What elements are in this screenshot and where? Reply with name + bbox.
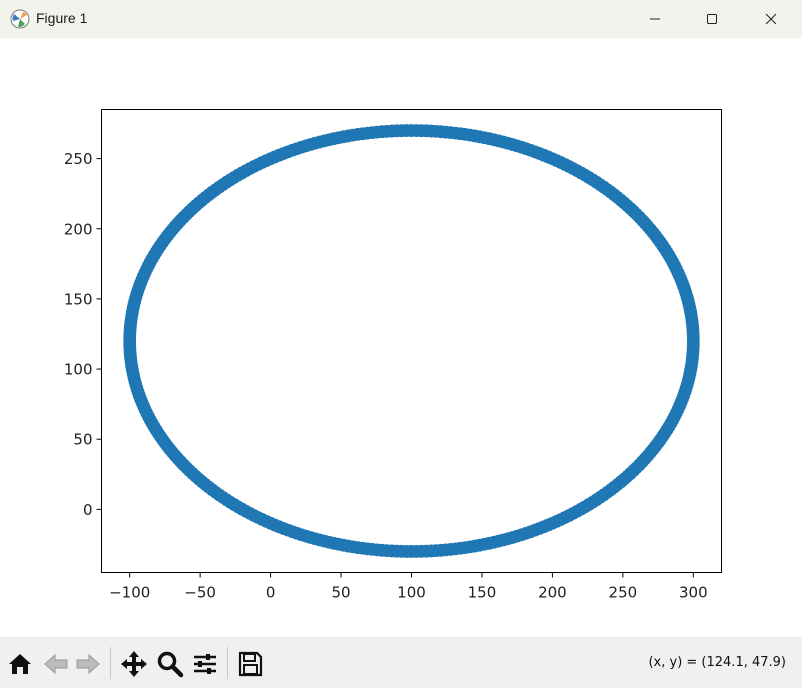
y-tick-label: 250 bbox=[64, 150, 93, 168]
x-tick-label: −100 bbox=[109, 584, 150, 602]
y-tick-label: 200 bbox=[64, 220, 93, 238]
matplotlib-app-icon bbox=[10, 9, 30, 29]
x-tick-label: 150 bbox=[468, 584, 497, 602]
title-bar[interactable]: Figure 1 bbox=[0, 0, 802, 38]
y-tick-label: 100 bbox=[64, 361, 93, 379]
y-tick-label: 150 bbox=[64, 290, 93, 308]
pan-icon bbox=[121, 651, 147, 677]
window-title: Figure 1 bbox=[36, 10, 88, 26]
toolbar-separator bbox=[110, 647, 111, 679]
home-button[interactable] bbox=[4, 648, 36, 680]
scatter-points bbox=[123, 124, 700, 558]
configure-subplots-button[interactable] bbox=[189, 648, 221, 680]
y-tick-label: 0 bbox=[83, 501, 93, 519]
pan-button[interactable] bbox=[118, 648, 150, 680]
y-tick-label: 50 bbox=[73, 431, 92, 449]
x-tick-label: −50 bbox=[184, 584, 216, 602]
maximize-icon bbox=[707, 14, 717, 24]
zoom-button[interactable] bbox=[154, 648, 186, 680]
x-axis-ticks: −100 −50 0 50 100 150 200 250 300 bbox=[109, 572, 708, 602]
x-tick-label: 50 bbox=[331, 584, 350, 602]
toolbar-separator bbox=[227, 647, 228, 679]
cursor-coordinates: (x, y) = (124.1, 47.9) bbox=[648, 655, 786, 670]
zoom-icon bbox=[157, 651, 184, 678]
navigation-toolbar: (x, y) = (124.1, 47.9) bbox=[0, 637, 802, 688]
home-icon bbox=[9, 654, 31, 674]
y-axis-ticks: 0 50 100 150 200 250 bbox=[64, 150, 102, 519]
x-tick-label: 250 bbox=[609, 584, 638, 602]
x-tick-label: 200 bbox=[538, 584, 567, 602]
x-tick-label: 100 bbox=[397, 584, 426, 602]
back-button[interactable] bbox=[40, 648, 72, 680]
axes-frame bbox=[101, 109, 722, 573]
save-icon bbox=[238, 651, 263, 677]
close-button[interactable] bbox=[748, 0, 794, 38]
close-icon bbox=[765, 13, 777, 25]
forward-icon bbox=[76, 653, 100, 675]
minimize-button[interactable] bbox=[632, 0, 678, 38]
x-tick-label: 0 bbox=[266, 584, 276, 602]
forward-button[interactable] bbox=[72, 648, 104, 680]
save-button[interactable] bbox=[234, 648, 266, 680]
x-tick-label: 300 bbox=[679, 584, 708, 602]
minimize-icon bbox=[650, 18, 660, 20]
back-icon bbox=[44, 653, 68, 675]
scatter-point bbox=[686, 338, 700, 352]
configure-subplots-icon bbox=[194, 654, 216, 674]
scatter-plot[interactable]: −100 −50 0 50 100 150 200 250 300 0 50 100 150 200 25… bbox=[0, 38, 802, 637]
maximize-button[interactable] bbox=[689, 0, 735, 38]
